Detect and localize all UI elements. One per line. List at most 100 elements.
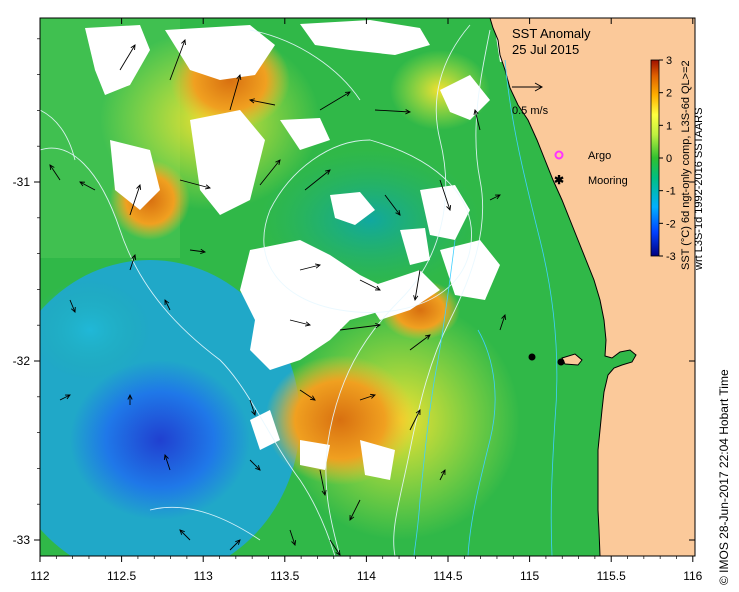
colorbar-tick-label: 1	[666, 120, 672, 132]
velocity-arrowhead	[64, 394, 71, 400]
velocity-arrow	[249, 99, 276, 106]
velocity-arrowhead	[305, 321, 312, 327]
velocity-arrowhead	[349, 514, 355, 521]
velocity-arrowhead	[255, 465, 261, 471]
velocity-arrowhead	[164, 299, 170, 306]
velocity-arrowhead	[335, 549, 341, 556]
velocity-arrow	[289, 319, 311, 326]
velocity-arrow	[349, 499, 361, 521]
velocity-arrow	[474, 109, 481, 131]
bathymetry-contours	[40, 24, 491, 556]
colorbar-label-2: wrt L3S-1d 1992-2016 SSTAARS	[693, 107, 705, 270]
velocity-arrowhead	[49, 164, 55, 171]
colorbar-tick-label: -3	[666, 251, 676, 263]
velocity-arrowhead	[163, 454, 169, 461]
velocity-arrow	[299, 264, 321, 271]
velocity-arrowhead	[315, 263, 322, 269]
x-tick-label: 113	[194, 569, 213, 583]
velocity-arrowhead	[413, 295, 419, 302]
velocity-arrow	[59, 394, 71, 401]
velocity-arrow	[319, 91, 351, 111]
velocity-arrowhead	[79, 181, 86, 187]
colorbar-tick-label: 0	[666, 153, 672, 165]
velocity-arrowhead	[375, 322, 382, 329]
colorbar-tick-label: 2	[666, 88, 672, 100]
y-axis: -31-32-33	[13, 38, 695, 547]
mooring-label: Mooring	[588, 175, 628, 187]
y-tick-label: -32	[13, 354, 31, 368]
colorbar-label-1: SST (°C) 6d ngt-only comp, L3S-6d QL>=2	[680, 60, 692, 270]
argo-marker-icon	[554, 150, 564, 160]
velocity-arrowhead	[70, 306, 76, 313]
x-tick-label: 115	[520, 569, 539, 583]
x-tick-label: 114.5	[433, 569, 462, 583]
velocity-arrowhead	[415, 409, 421, 416]
velocity-arrow	[289, 529, 296, 546]
velocity-arrow	[169, 39, 186, 81]
velocity-arrowhead	[200, 248, 207, 254]
velocity-arrow	[119, 44, 136, 71]
velocity-arrowhead	[130, 44, 136, 51]
island	[561, 353, 583, 366]
velocity-arrow	[164, 454, 171, 471]
velocity-arrowhead	[127, 393, 133, 400]
velocity-arrow	[229, 539, 241, 551]
velocity-arrow	[439, 179, 451, 211]
velocity-arrow	[384, 194, 401, 216]
velocity-arrowhead	[291, 539, 297, 546]
velocity-arrowhead	[235, 539, 241, 545]
velocity-arrow	[359, 279, 381, 291]
velocity-arrowhead	[131, 254, 137, 261]
velocity-arrowhead	[248, 98, 255, 104]
velocity-arrow	[249, 459, 261, 471]
velocity-arrowhead	[446, 204, 452, 211]
map-title: SST Anomaly	[512, 26, 591, 41]
velocity-arrowhead	[275, 159, 281, 165]
mooring-marker	[528, 353, 536, 361]
velocity-arrowhead	[425, 334, 431, 340]
velocity-arrow	[414, 269, 421, 301]
velocity-arrow	[129, 184, 141, 216]
y-tick-label: -31	[13, 175, 31, 189]
velocity-arrowhead	[325, 169, 331, 175]
colorbar-ticks: 3 2 1 0 -1 -2 -3	[659, 55, 676, 263]
velocity-arrowhead	[501, 314, 507, 321]
velocity-arrowhead	[309, 395, 316, 401]
x-tick-label: 114	[357, 569, 376, 583]
map-date: 25 Jul 2015	[512, 42, 579, 57]
velocity-arrowhead	[374, 285, 381, 291]
velocity-arrowhead	[369, 393, 376, 399]
colorbar-tick-label: 3	[666, 55, 672, 67]
velocity-arrow	[79, 181, 96, 191]
velocity-arrow	[489, 194, 501, 201]
argo-label: Argo	[588, 150, 611, 162]
cyan-patch	[40, 280, 150, 380]
velocity-arrow	[439, 469, 446, 481]
velocity-arrowhead	[179, 529, 185, 535]
velocity-arrow	[409, 334, 431, 351]
colorbar-tick-label: -2	[666, 218, 676, 230]
velocity-arrow	[409, 409, 421, 431]
velocity-arrowhead	[440, 469, 446, 476]
velocity-arrowhead	[395, 210, 401, 216]
velocity-scale-arrow	[512, 82, 544, 92]
plot-frame	[39, 17, 696, 557]
velocity-arrow	[229, 74, 241, 111]
y-tick-label: -33	[13, 533, 31, 547]
velocity-arrow	[49, 164, 61, 181]
velocity-arrowhead	[236, 74, 242, 81]
mooring-marker-icon: ✱	[554, 173, 564, 187]
velocity-arrowhead	[181, 39, 186, 46]
velocity-arrow	[259, 159, 281, 186]
velocity-arrow	[69, 299, 76, 313]
x-tick-label: 115.5	[597, 569, 626, 583]
velocity-arrowhead	[136, 184, 142, 191]
velocity-arrow	[339, 324, 381, 331]
coastal-contours	[413, 59, 558, 556]
warm-south-core	[265, 355, 415, 485]
x-axis: 112 112.5 113 113.5 114 114.5 115 115.5 116	[30, 18, 703, 583]
velocity-arrowhead	[321, 490, 327, 497]
velocity-arrow	[329, 539, 341, 556]
mooring-marker	[557, 358, 565, 366]
